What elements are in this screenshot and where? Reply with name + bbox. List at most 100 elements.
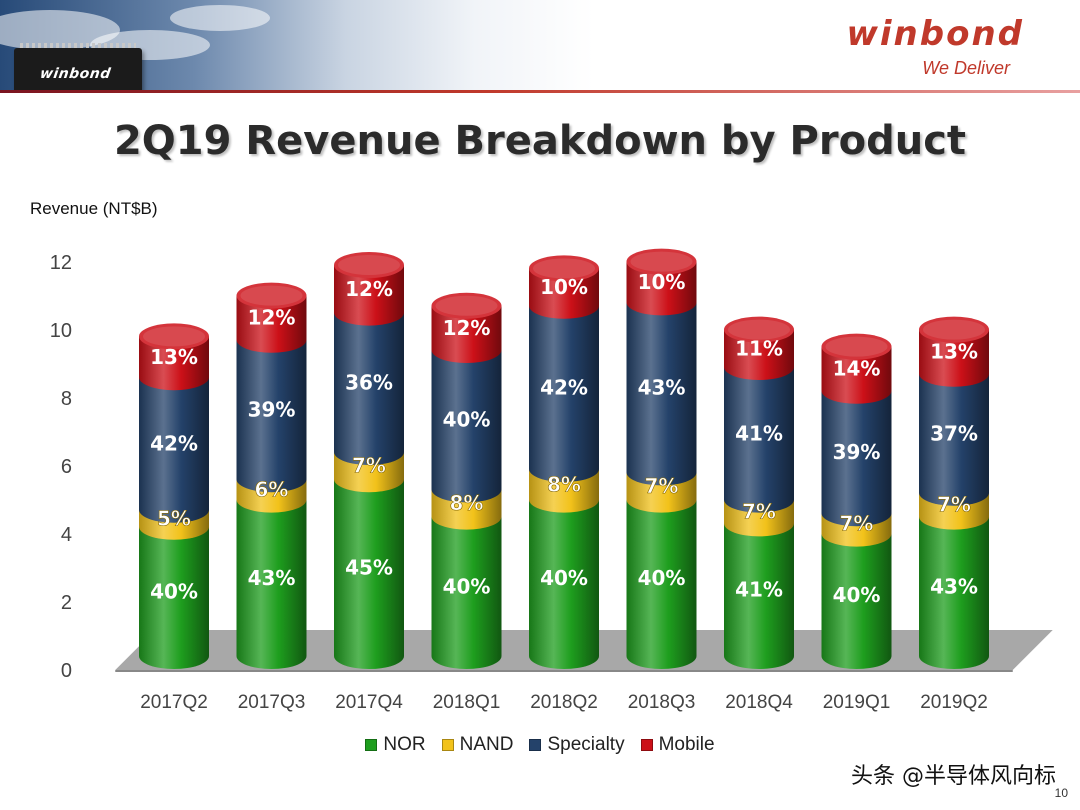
legend-label: Specialty xyxy=(547,734,625,755)
bar-segment-specialty xyxy=(529,305,599,482)
bar-top-highlight xyxy=(825,336,888,357)
y-tick-label: 12 xyxy=(50,252,72,274)
data-label-nand: 7% xyxy=(742,500,776,524)
chart-floor-edge xyxy=(115,670,1013,672)
x-tick-label: 2019Q1 xyxy=(823,692,891,713)
legend-item-specialty: Specialty xyxy=(529,734,625,756)
data-label-nand: 8% xyxy=(547,472,581,496)
data-label-mobile: 13% xyxy=(150,345,198,369)
data-label-nand: 7% xyxy=(937,493,971,517)
legend-item-nand: NAND xyxy=(441,734,514,756)
bar-top-highlight xyxy=(923,319,985,340)
y-tick-label: 2 xyxy=(61,592,72,614)
data-label-specialty: 42% xyxy=(540,375,588,399)
x-tick-label: 2018Q2 xyxy=(530,692,598,713)
bar-segment-mobile xyxy=(724,329,794,380)
stacked-bar-chart: Revenue (NT$B) 0 2 4 6 8 10 12 40% 5% 42% 13% 2017Q2… xyxy=(30,199,1053,713)
data-label-nor: 40% xyxy=(443,574,491,598)
data-label-nor: 45% xyxy=(345,556,393,580)
data-label-mobile: 12% xyxy=(345,277,393,301)
data-label-mobile: 11% xyxy=(735,336,783,360)
bar-segment-mobile xyxy=(431,305,502,364)
bar-segment-specialty xyxy=(431,350,502,503)
bar-segment-mobile xyxy=(334,265,404,326)
data-label-nand: 7% xyxy=(840,511,874,535)
data-label-nor: 41% xyxy=(735,578,783,602)
legend-label: NOR xyxy=(383,734,426,755)
data-label-specialty: 43% xyxy=(638,375,686,399)
bar-top-highlight xyxy=(533,258,595,279)
x-tick-label: 2018Q1 xyxy=(433,692,501,713)
legend-item-mobile: Mobile xyxy=(640,734,715,756)
bar-segment-mobile xyxy=(236,295,307,353)
bar-segment-nor xyxy=(529,499,599,669)
header-divider xyxy=(0,90,1080,93)
bar-top-highlight xyxy=(435,295,498,316)
bar-segment-specialty xyxy=(236,339,307,493)
data-label-nand: 8% xyxy=(450,491,484,515)
data-label-nand: 5% xyxy=(157,506,191,530)
data-label-specialty: 39% xyxy=(248,398,296,422)
bar-segment-specialty xyxy=(724,367,794,513)
bar-segment-nor xyxy=(724,523,794,669)
data-label-mobile: 13% xyxy=(930,340,978,364)
bar-segment-mobile xyxy=(139,336,209,391)
bar-segment-mobile xyxy=(919,329,989,387)
y-tick-label: 6 xyxy=(61,456,72,478)
x-tick-label: 2019Q2 xyxy=(920,692,988,713)
data-label-nor: 43% xyxy=(248,566,296,590)
x-tick-label: 2018Q3 xyxy=(628,692,696,713)
data-label-mobile: 14% xyxy=(833,357,881,381)
data-label-nand: 7% xyxy=(352,454,386,478)
bar-segment-mobile xyxy=(821,346,892,404)
bar-segment-specialty xyxy=(919,373,989,506)
brand-tagline: We Deliver xyxy=(922,58,1010,78)
data-label-nor: 40% xyxy=(540,566,588,590)
x-tick-label: 2017Q3 xyxy=(238,692,306,713)
bar-segment-specialty xyxy=(334,312,404,465)
bar-segment-nor xyxy=(334,479,404,669)
bar-segment-nor xyxy=(236,499,307,669)
data-label-nand: 7% xyxy=(645,474,679,498)
y-tick-label: 8 xyxy=(61,388,72,410)
bar-segment-nor xyxy=(626,499,697,669)
y-tick-label: 0 xyxy=(61,660,72,682)
data-label-specialty: 39% xyxy=(833,440,881,464)
bar-segment-nor xyxy=(139,526,209,669)
bar-top-highlight xyxy=(728,319,790,340)
bar-top-highlight xyxy=(338,255,400,275)
brand-logo: winbond xyxy=(846,14,1024,54)
header-banner: winbond winbond We Deliver xyxy=(0,0,1080,92)
page-number: 10 xyxy=(1054,786,1068,800)
legend-swatch xyxy=(365,738,378,751)
data-label-nor: 40% xyxy=(638,566,686,590)
data-label-nand: 6% xyxy=(255,477,289,501)
legend-swatch xyxy=(529,738,542,751)
bar-segment-nor xyxy=(431,516,502,669)
bar-segment-specialty xyxy=(626,302,697,486)
legend-swatch xyxy=(640,738,653,751)
data-label-specialty: 37% xyxy=(930,421,978,445)
x-tick-label: 2017Q2 xyxy=(140,692,208,713)
data-label-specialty: 36% xyxy=(345,370,393,394)
bar-segment-mobile xyxy=(626,261,697,316)
data-label-mobile: 10% xyxy=(540,275,588,299)
data-label-mobile: 10% xyxy=(638,270,686,294)
bar-top-highlight xyxy=(240,285,303,306)
data-label-specialty: 40% xyxy=(443,408,491,432)
bar-segment-specialty xyxy=(821,390,892,527)
x-tick-label: 2018Q4 xyxy=(725,692,793,713)
bar-segment-nor xyxy=(821,533,892,669)
legend-label: NAND xyxy=(459,734,514,755)
chip-logo: winbond xyxy=(14,43,142,92)
y-tick-label: 4 xyxy=(61,524,72,546)
data-label-specialty: 41% xyxy=(735,421,783,445)
watermark: 头条 @半导体风向标 xyxy=(851,764,1056,789)
bar-segment-nor xyxy=(919,516,989,669)
legend-label: Mobile xyxy=(658,734,715,755)
data-label-specialty: 42% xyxy=(150,432,198,456)
data-label-mobile: 12% xyxy=(248,306,296,330)
data-label-nor: 40% xyxy=(833,583,881,607)
data-label-nor: 40% xyxy=(150,579,198,603)
bar-segment-specialty xyxy=(139,377,209,523)
